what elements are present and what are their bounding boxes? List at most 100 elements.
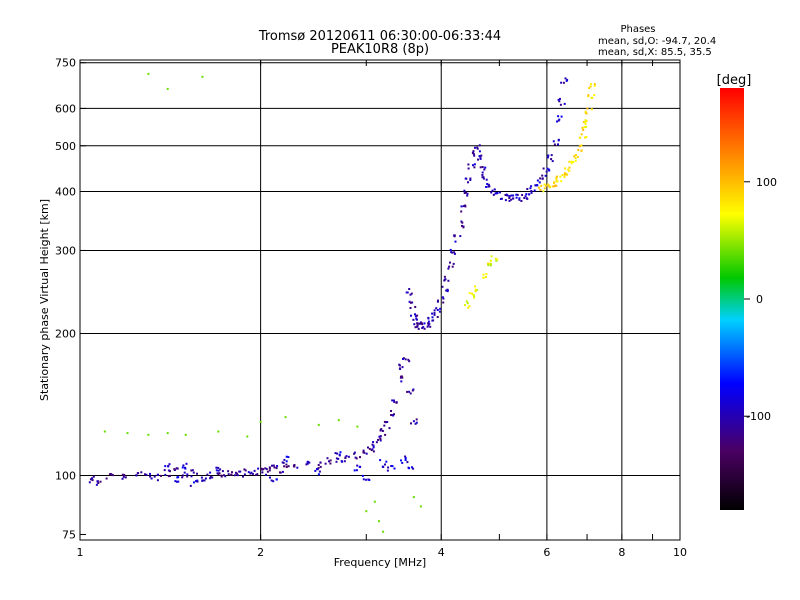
- echo-point: [196, 480, 199, 483]
- echo-point: [409, 301, 412, 304]
- echo-point: [506, 194, 509, 197]
- echo-point: [393, 399, 395, 402]
- echo-point: [574, 154, 577, 156]
- echo-point: [460, 210, 463, 213]
- echo-point: [186, 475, 189, 478]
- echo-point: [276, 465, 279, 467]
- echo-point: [182, 464, 185, 467]
- echo-point: [423, 322, 426, 325]
- echo-point: [480, 154, 483, 157]
- echo-point: [487, 262, 489, 265]
- echo-point: [578, 136, 581, 139]
- echo-point: [287, 465, 290, 468]
- echo-point: [410, 314, 412, 317]
- echo-point: [157, 474, 159, 476]
- echo-point: [412, 496, 415, 499]
- echo-point: [533, 189, 536, 192]
- echo-point: [365, 452, 368, 455]
- echo-point: [183, 471, 186, 474]
- echo-point: [561, 174, 564, 176]
- echo-point: [401, 366, 404, 369]
- echo-point: [216, 472, 219, 475]
- echo-point: [423, 327, 426, 330]
- echo-point: [184, 467, 187, 470]
- echo-point: [217, 430, 220, 433]
- echo-point: [584, 122, 587, 125]
- echo-point: [385, 460, 388, 463]
- echo-point: [580, 144, 583, 147]
- echo-point: [445, 289, 448, 292]
- y-tick-label: 75: [62, 528, 76, 541]
- echo-point: [441, 296, 444, 299]
- echo-point: [381, 465, 384, 468]
- echo-point: [584, 136, 586, 139]
- echo-point: [489, 259, 492, 262]
- echo-point: [550, 154, 553, 157]
- echo-point: [414, 326, 417, 329]
- echo-point: [515, 193, 518, 196]
- echo-point: [266, 470, 269, 473]
- echo-point: [340, 460, 343, 463]
- echo-point: [468, 305, 471, 308]
- echo-point: [401, 376, 404, 379]
- echo-point: [372, 444, 375, 447]
- echo-point: [347, 455, 350, 458]
- echo-point: [512, 194, 515, 197]
- echo-point: [419, 505, 422, 508]
- echo-point: [414, 315, 417, 318]
- echo-point: [476, 147, 479, 150]
- echo-point: [356, 425, 359, 428]
- echo-point: [446, 288, 449, 291]
- echo-point: [552, 140, 555, 143]
- echo-point: [487, 264, 490, 267]
- echo-point: [590, 83, 593, 85]
- echo-point: [538, 186, 540, 189]
- echo-point: [407, 466, 410, 469]
- echo-point: [491, 189, 494, 192]
- echo-point: [570, 160, 573, 163]
- echo-point: [433, 312, 436, 315]
- echo-point: [530, 185, 533, 188]
- echo-point: [390, 410, 392, 412]
- echo-point: [560, 180, 563, 183]
- echo-point: [510, 198, 513, 201]
- echo-point: [508, 197, 511, 199]
- echo-point: [518, 197, 521, 200]
- echo-point: [379, 428, 382, 431]
- echo-point: [271, 464, 273, 467]
- echo-point: [484, 276, 487, 278]
- echo-point: [585, 120, 588, 123]
- echo-point: [88, 481, 91, 484]
- echo-point: [479, 156, 482, 159]
- echo-point: [221, 470, 224, 473]
- echo-point: [404, 455, 407, 458]
- echo-point: [454, 240, 457, 243]
- echo-point: [166, 432, 169, 435]
- echo-point: [464, 204, 467, 207]
- echo-point: [231, 471, 233, 474]
- echo-point: [404, 459, 407, 461]
- echo-point: [540, 184, 543, 187]
- echo-point: [474, 288, 477, 291]
- echo-point: [412, 420, 415, 423]
- echo-point: [204, 477, 207, 480]
- echo-point: [176, 476, 179, 479]
- echo-point: [408, 288, 411, 290]
- echo-point: [449, 248, 452, 251]
- echo-point: [578, 145, 581, 148]
- echo-point: [555, 184, 558, 187]
- echo-point: [493, 188, 496, 191]
- echo-point: [408, 390, 411, 393]
- echo-point: [257, 467, 260, 470]
- echo-point: [474, 146, 476, 149]
- echo-point: [441, 285, 444, 288]
- echo-point: [251, 472, 254, 475]
- echo-point: [412, 467, 415, 470]
- echo-point: [211, 476, 214, 479]
- echo-point: [123, 474, 126, 476]
- echo-point: [103, 430, 106, 433]
- echo-point: [372, 441, 375, 443]
- echo-point: [97, 482, 100, 484]
- echo-point: [553, 185, 556, 188]
- echo-point: [381, 430, 384, 432]
